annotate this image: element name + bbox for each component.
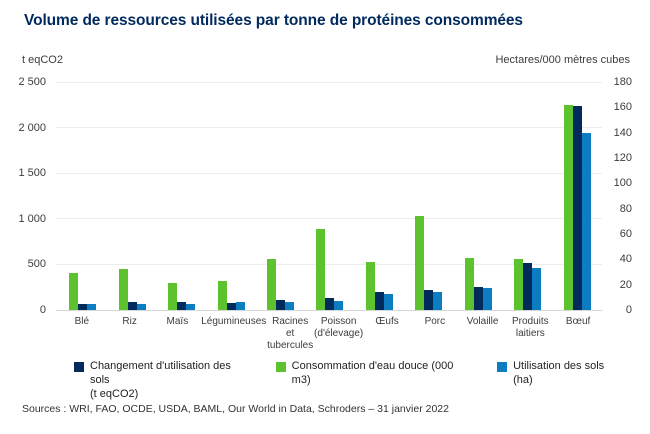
- left-axis-tick-label: 500: [27, 258, 46, 271]
- left-axis-tick-label: 2 500: [18, 76, 46, 88]
- gridline: [56, 81, 602, 83]
- bar: [285, 302, 295, 310]
- legend-swatch: [275, 362, 286, 372]
- bar: [581, 132, 591, 310]
- legend-swatch: [497, 362, 508, 372]
- bar: [433, 292, 443, 310]
- bar: [532, 268, 542, 310]
- bar-group: [503, 82, 552, 310]
- x-axis-category-label: Volaille: [466, 316, 499, 327]
- bar: [87, 303, 97, 310]
- x-axis-category-label: Porc: [424, 316, 446, 327]
- right-axis-ticks: 180 160 140 120 100 80 60 40 20 0: [606, 76, 632, 316]
- bar: [168, 283, 178, 310]
- x-axis-category-label: Bœuf: [565, 316, 591, 327]
- bar-group: [256, 82, 305, 310]
- bar: [118, 269, 128, 310]
- right-axis-tick-label: 180: [613, 76, 632, 88]
- right-axis-tick-label: 100: [613, 177, 632, 190]
- legend: Changement d'utilisation des sols (t eqC…: [74, 360, 650, 401]
- bar: [325, 298, 335, 310]
- legend-item-label: Consommation d'eau douce (000 m3): [291, 360, 454, 386]
- x-axis-category-label: Maïs: [166, 316, 189, 327]
- x-axis-category-label: Racines et tubercules: [267, 316, 314, 351]
- bar-group: [404, 82, 453, 310]
- bar: [235, 302, 245, 310]
- bar-group: [305, 82, 354, 310]
- right-axis-tick-label: 0: [625, 304, 632, 316]
- legend-swatch: [74, 362, 84, 372]
- bar: [374, 292, 384, 310]
- sources-note: Sources : WRI, FAO, OCDE, USDA, BAML, Ou…: [22, 403, 449, 415]
- gridline: [56, 172, 602, 174]
- right-axis-tick-label: 20: [619, 278, 632, 291]
- x-axis-labels: Blé Riz Maïs Légumineuses Racines et tubercu…: [58, 316, 602, 352]
- gridline: [56, 218, 602, 220]
- gridline: [56, 263, 602, 265]
- bar-group: [157, 82, 206, 310]
- bar: [383, 293, 393, 310]
- bar-group: [107, 82, 156, 310]
- bar: [482, 288, 492, 310]
- bar-group: [454, 82, 503, 310]
- x-axis-category-label: Poisson (d'élevage): [314, 316, 364, 339]
- gridline: [56, 309, 602, 311]
- bar-group: [355, 82, 404, 310]
- bar: [276, 299, 286, 310]
- legend-item-label: Changement d'utilisation des sols (t eqC…: [90, 360, 231, 400]
- bar: [415, 216, 425, 310]
- bar: [69, 273, 79, 310]
- x-axis-category-label: Produits laitiers: [512, 316, 549, 339]
- bar: [365, 261, 375, 310]
- plot-area: [56, 81, 602, 311]
- bar: [186, 303, 196, 310]
- bar: [514, 259, 524, 310]
- left-axis-tick-label: 1 000: [18, 212, 46, 225]
- bar: [523, 263, 533, 310]
- bar: [136, 303, 146, 310]
- bar: [572, 105, 582, 310]
- left-axis-ticks: 2 500 2 000 1 500 1 000 500 0: [0, 76, 46, 316]
- right-axis-tick-label: 140: [613, 126, 632, 139]
- right-axis-unit-label: Hectares/000 mètres cubes: [495, 54, 630, 66]
- legend-item: Changement d'utilisation des sols (t eqC…: [74, 360, 250, 401]
- bar: [127, 301, 137, 310]
- x-axis-category-label: Blé: [74, 316, 90, 327]
- bar: [424, 289, 434, 310]
- gridline: [56, 127, 602, 129]
- bar: [464, 258, 474, 310]
- left-axis-tick-label: 1 500: [18, 167, 46, 180]
- right-axis-tick-label: 160: [613, 101, 632, 114]
- right-axis-tick-label: 60: [619, 227, 632, 240]
- left-axis-tick-label: 0: [39, 304, 46, 316]
- legend-item: Utilisation des sols (ha): [497, 360, 624, 388]
- legend-item-label: Utilisation des sols (ha): [513, 360, 605, 386]
- bar-group: [206, 82, 255, 310]
- left-axis-tick-label: 2 000: [18, 121, 46, 134]
- x-axis-category-label: Œufs: [375, 316, 399, 327]
- bar-group: [58, 82, 107, 310]
- x-axis-category-label: Riz: [122, 316, 137, 327]
- bar: [78, 303, 88, 310]
- bars-row: [58, 82, 602, 310]
- bar: [316, 228, 326, 310]
- bar-group: [553, 82, 602, 310]
- legend-item: Consommation d'eau douce (000 m3): [275, 360, 471, 388]
- bar: [473, 286, 483, 310]
- chart-title: Volume de ressources utilisées par tonne…: [24, 12, 523, 29]
- bar: [334, 301, 344, 310]
- right-axis-tick-label: 40: [619, 253, 632, 266]
- left-axis-unit-label: t eqCO2: [22, 54, 63, 66]
- x-axis-category-label: Légumineuses: [201, 316, 267, 327]
- bar: [563, 104, 573, 310]
- right-axis-tick-label: 120: [613, 151, 632, 164]
- right-axis-tick-label: 80: [619, 202, 632, 215]
- bar: [177, 302, 187, 310]
- bar: [267, 259, 277, 310]
- bar: [217, 280, 227, 310]
- bar: [226, 302, 236, 310]
